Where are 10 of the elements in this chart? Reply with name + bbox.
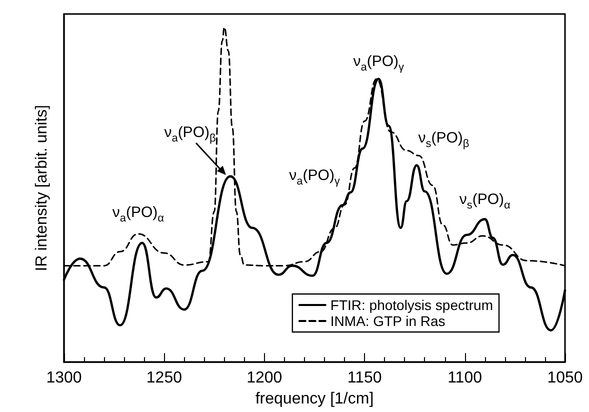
x-tick-label: 1300 bbox=[46, 370, 82, 387]
x-tick-label: 1100 bbox=[448, 370, 482, 387]
y-axis-title: IR intensity [arbit. units] bbox=[34, 104, 50, 272]
x-axis-title: frequency [1/cm] bbox=[255, 390, 374, 408]
x-tick-label: 1150 bbox=[347, 370, 382, 387]
x-tick-label: 1250 bbox=[146, 370, 182, 387]
legend-label: INMA: GTP in Ras bbox=[330, 313, 446, 329]
x-tick-label: 1050 bbox=[547, 370, 583, 387]
legend-label: FTIR: photolysis spectrum bbox=[330, 297, 494, 313]
x-tick-label: 1200 bbox=[246, 370, 282, 387]
